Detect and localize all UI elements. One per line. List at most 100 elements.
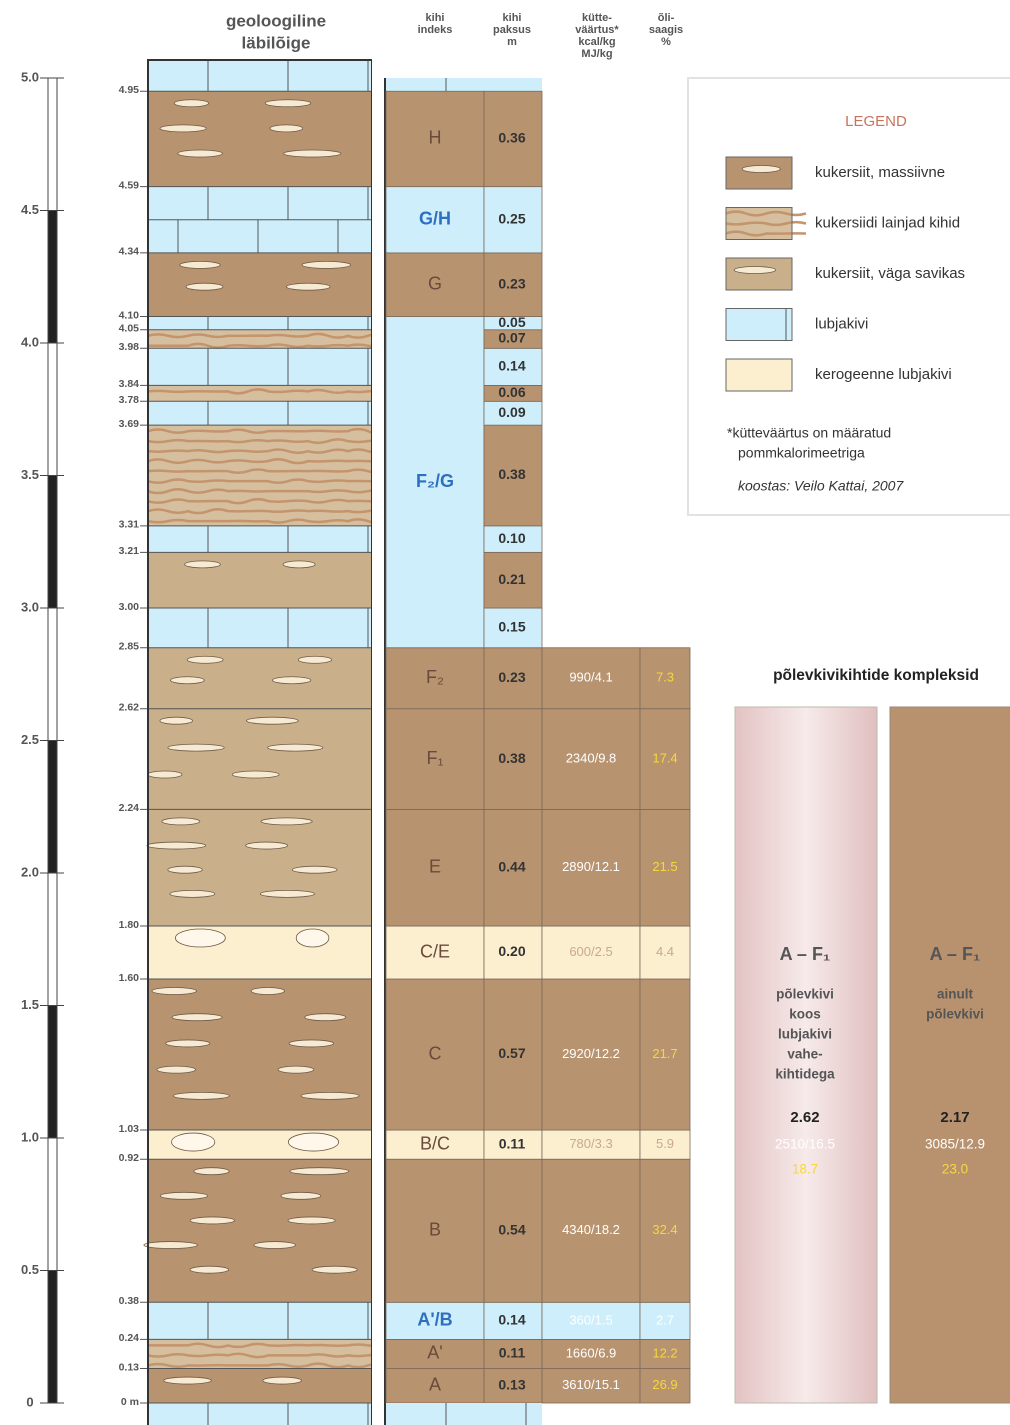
thickness-label: 0.25 bbox=[498, 210, 525, 226]
scale-segment bbox=[48, 211, 57, 344]
index-label: B/C bbox=[420, 1133, 450, 1153]
lens bbox=[278, 1066, 314, 1073]
complex-oil: 18.7 bbox=[792, 1162, 818, 1177]
oil-label: 21.5 bbox=[652, 859, 677, 874]
lens bbox=[263, 1377, 302, 1384]
scale-label: 1.5 bbox=[21, 997, 39, 1012]
index-label: G bbox=[428, 273, 442, 293]
lens bbox=[157, 1066, 196, 1073]
column-header: kihi bbox=[426, 12, 445, 24]
legend-note: *kütteväärtus on määratud bbox=[727, 425, 891, 441]
index-label: C/E bbox=[420, 941, 450, 961]
boundary-label: 1.60 bbox=[119, 972, 140, 984]
lens bbox=[260, 890, 314, 897]
legend-label: kukersiidi lainjad kihid bbox=[815, 214, 960, 231]
lens bbox=[168, 866, 203, 873]
scale-label: 4.0 bbox=[21, 334, 39, 349]
complex-thickness: 2.62 bbox=[790, 1109, 819, 1126]
lens bbox=[178, 150, 223, 157]
thickness-label: 0.20 bbox=[498, 943, 525, 959]
lens bbox=[194, 1168, 229, 1175]
lens bbox=[301, 1092, 359, 1099]
lens bbox=[174, 100, 208, 107]
column-header: m bbox=[507, 36, 517, 48]
lens bbox=[302, 261, 351, 268]
index-label: A bbox=[429, 1375, 441, 1395]
lens bbox=[168, 744, 224, 751]
lens bbox=[144, 1242, 198, 1249]
bed-fill bbox=[148, 60, 372, 91]
column-header: väärtus* bbox=[575, 24, 619, 36]
bed-fill bbox=[148, 1159, 372, 1302]
index-label: A' bbox=[427, 1343, 442, 1363]
heat-label: 2340/9.8 bbox=[566, 750, 617, 765]
boundary-label: 3.78 bbox=[119, 394, 140, 406]
boundary-label: 0 m bbox=[121, 1396, 139, 1408]
boundary-label: 3.21 bbox=[119, 545, 140, 557]
thickness-label: 0.11 bbox=[499, 1345, 526, 1361]
lens bbox=[286, 283, 330, 290]
bed-fill bbox=[726, 309, 792, 341]
scale-label: 2.5 bbox=[21, 732, 39, 747]
heat-label: 600/2.5 bbox=[569, 944, 612, 959]
boundary-label: 1.80 bbox=[119, 919, 140, 931]
lens bbox=[251, 988, 284, 995]
section bbox=[144, 60, 388, 1425]
bed-fill bbox=[148, 1403, 372, 1425]
oil-label: 12.2 bbox=[652, 1345, 677, 1360]
column-header: kütte- bbox=[582, 12, 612, 24]
scale-label: 4.5 bbox=[21, 202, 39, 217]
columns-clip bbox=[372, 0, 384, 1425]
bed-fill bbox=[148, 1302, 372, 1339]
scale-segment bbox=[48, 78, 57, 211]
column-header: kcal/kg bbox=[578, 36, 615, 48]
boundary-label: 0.13 bbox=[119, 1361, 140, 1373]
index-label: H bbox=[429, 128, 442, 148]
thickness-label: 0.36 bbox=[498, 130, 525, 146]
thickness-label: 0.14 bbox=[498, 358, 525, 374]
oil-label: 2.7 bbox=[656, 1312, 674, 1327]
legend-label: kerogeenne lubjakivi bbox=[815, 366, 952, 383]
oil-label: 5.9 bbox=[656, 1136, 674, 1151]
column-header: MJ/kg bbox=[581, 48, 612, 60]
thickness-label: 0.23 bbox=[498, 275, 525, 291]
lens bbox=[172, 1014, 222, 1021]
scale-label: 3.5 bbox=[21, 467, 39, 482]
scale-label: 5.0 bbox=[21, 69, 39, 84]
complexes-title: põlevkivikihtide kompleksid bbox=[773, 667, 979, 684]
lens bbox=[180, 261, 221, 268]
bed-fill bbox=[726, 157, 792, 189]
scale-segment bbox=[48, 741, 57, 874]
lens bbox=[173, 1092, 229, 1099]
column-header: paksus bbox=[493, 24, 531, 36]
heat-label: 780/3.3 bbox=[569, 1136, 612, 1151]
heat-label: 990/4.1 bbox=[569, 670, 612, 685]
thk-top bbox=[484, 78, 542, 92]
lens bbox=[265, 100, 311, 107]
lens bbox=[284, 150, 341, 157]
index-label: F₁ bbox=[426, 748, 443, 768]
scale-segment bbox=[48, 1006, 57, 1139]
thickness-label: 0.15 bbox=[498, 619, 525, 635]
lens bbox=[160, 125, 206, 132]
boundary-label: 0.38 bbox=[119, 1295, 140, 1307]
boundary-label: 2.24 bbox=[119, 802, 140, 814]
scale-label: 1.0 bbox=[21, 1129, 39, 1144]
column-header: kihi bbox=[503, 12, 522, 24]
lens bbox=[298, 656, 331, 663]
lens bbox=[160, 717, 193, 724]
index-label: G/H bbox=[419, 209, 451, 229]
lens bbox=[171, 677, 205, 684]
legend-swatch bbox=[726, 157, 792, 189]
bed-fill bbox=[148, 348, 372, 385]
scale-segment bbox=[48, 1138, 57, 1271]
lens bbox=[283, 561, 315, 568]
complex-description: vahe- bbox=[787, 1047, 822, 1062]
heat-label: 4340/18.2 bbox=[562, 1222, 620, 1237]
bed-fill bbox=[148, 317, 372, 330]
lens bbox=[162, 818, 200, 825]
lens bbox=[147, 842, 206, 849]
lens bbox=[185, 561, 221, 568]
bed-fill bbox=[726, 359, 792, 391]
complex-range: A – F₁ bbox=[780, 944, 831, 964]
